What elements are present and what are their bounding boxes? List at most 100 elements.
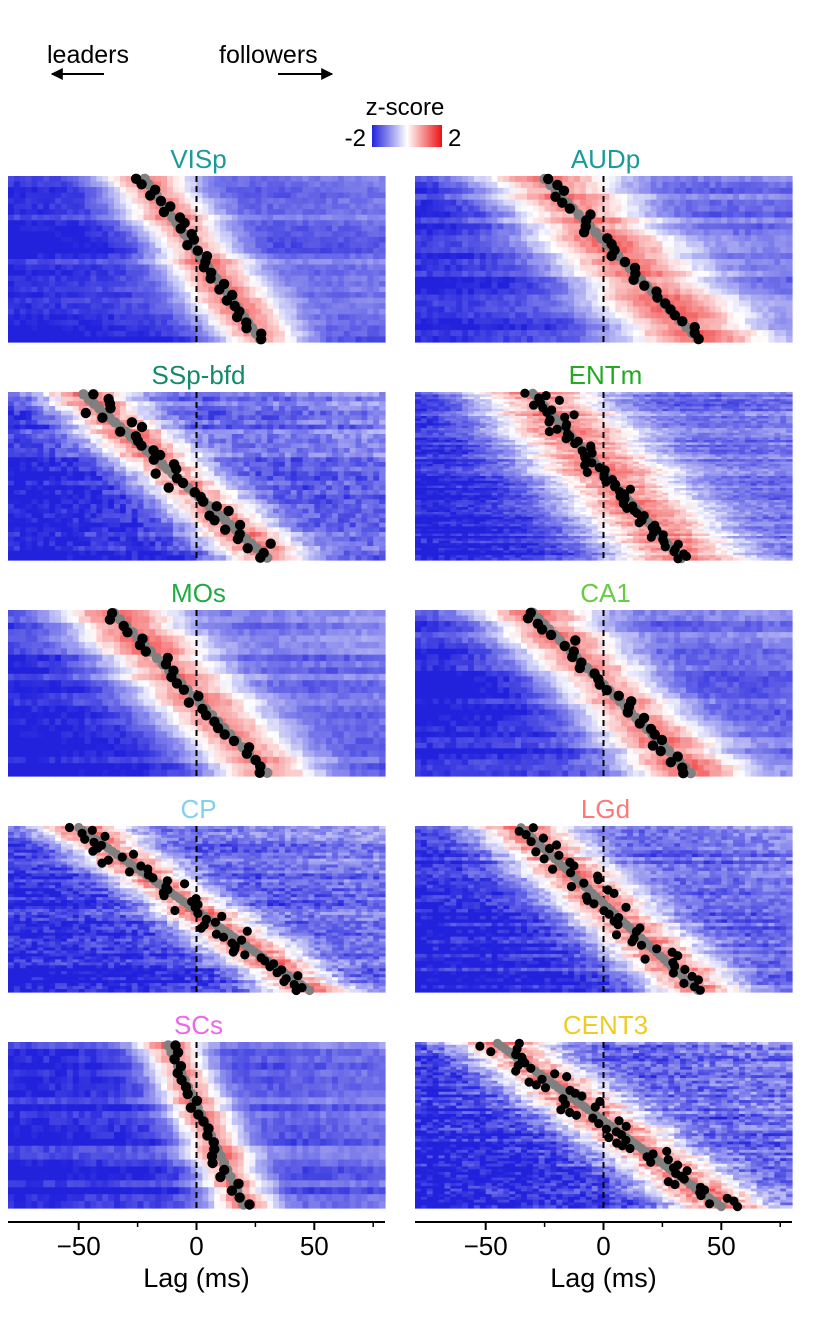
- heatmap-cell: [96, 331, 102, 337]
- heatmap-cell: [509, 182, 515, 189]
- heatmap-cell: [238, 276, 244, 282]
- heatmap-cell: [645, 223, 651, 230]
- heatmap-cell: [786, 206, 792, 213]
- heatmap-cell: [768, 312, 774, 319]
- heatmap-cell: [568, 295, 574, 302]
- heatmap-cell: [774, 259, 780, 266]
- heatmap-cell: [332, 242, 338, 248]
- heatmap-cell: [474, 241, 480, 248]
- heatmap-cell: [674, 176, 680, 183]
- heatmap-cell: [421, 182, 427, 189]
- heatmap-cell: [267, 298, 273, 304]
- heatmap-cell: [550, 253, 556, 260]
- heatmap-cell: [674, 295, 680, 302]
- heatmap-cell: [250, 270, 256, 276]
- heatmap-cell: [550, 312, 556, 319]
- heatmap-cell: [692, 200, 698, 207]
- heatmap-cell: [244, 336, 250, 342]
- heatmap-cell: [285, 303, 291, 309]
- heatmap-cell: [155, 303, 161, 309]
- heatmap-cell: [143, 401, 149, 406]
- heatmap-cell: [114, 187, 120, 193]
- heatmap-cell: [73, 231, 79, 237]
- heatmap-cell: [161, 439, 167, 444]
- heatmap-cell: [49, 429, 55, 434]
- heatmap-cell: [320, 259, 326, 265]
- heatmap-cell: [149, 215, 155, 221]
- heatmap-cell: [774, 241, 780, 248]
- heatmap-cell: [379, 453, 385, 458]
- heatmap-cell: [332, 397, 338, 402]
- heatmap-cell: [361, 204, 367, 210]
- heatmap-cell: [167, 303, 173, 309]
- heatmap-cell: [49, 242, 55, 248]
- heatmap-cell: [415, 182, 421, 189]
- heatmap-cell: [456, 259, 462, 266]
- heatmap-cell: [657, 277, 663, 284]
- heatmap-cell: [320, 298, 326, 304]
- heatmap-cell: [786, 194, 792, 201]
- heatmap-cell: [173, 248, 179, 254]
- heatmap-cell: [244, 303, 250, 309]
- heatmap-cell: [208, 215, 214, 221]
- heatmap-cell: [32, 204, 38, 210]
- heatmap-cell: [55, 331, 61, 337]
- heatmap-cell: [492, 253, 498, 260]
- heatmap-cell: [568, 283, 574, 290]
- heatmap-cell: [356, 453, 362, 458]
- heatmap-cell: [149, 292, 155, 298]
- heatmap-cell: [621, 318, 627, 325]
- heatmap-cell: [167, 237, 173, 243]
- heatmap-cell: [521, 271, 527, 278]
- heatmap-cell: [32, 215, 38, 221]
- heatmap-cell: [67, 457, 73, 462]
- heatmap-cell: [586, 271, 592, 278]
- heatmap-cell: [450, 241, 456, 248]
- heatmap-cell: [474, 318, 480, 325]
- heatmap-cell: [774, 265, 780, 272]
- heatmap-cell: [444, 318, 450, 325]
- observed-peak-dot: [156, 196, 166, 206]
- heatmap-cell: [361, 397, 367, 402]
- heatmap-cell: [710, 301, 716, 308]
- heatmap-cell: [85, 204, 91, 210]
- heatmap-cell: [85, 325, 91, 331]
- heatmap-cell: [450, 277, 456, 284]
- heatmap-cell: [108, 237, 114, 243]
- heatmap-cell: [179, 434, 185, 439]
- heatmap-cell: [297, 276, 303, 282]
- heatmap-cell: [291, 276, 297, 282]
- heatmap-cell: [668, 182, 674, 189]
- heatmap-cell: [751, 235, 757, 242]
- heatmap-cell: [492, 206, 498, 213]
- heatmap-cell: [132, 411, 138, 416]
- heatmap-cell: [32, 270, 38, 276]
- heatmap-cell: [32, 457, 38, 462]
- heatmap-cell: [704, 176, 710, 183]
- heatmap-cell: [609, 206, 615, 213]
- heatmap-cell: [202, 425, 208, 430]
- heatmap-cell: [533, 265, 539, 272]
- heatmap-cell: [20, 429, 26, 434]
- heatmap-cell: [780, 223, 786, 230]
- heatmap-cell: [126, 259, 132, 265]
- heatmap-cell: [73, 453, 79, 458]
- heatmap-cell: [763, 253, 769, 260]
- heatmap-cell: [14, 336, 20, 342]
- heatmap-cell: [768, 259, 774, 266]
- heatmap-cell: [26, 187, 32, 193]
- heatmap-cell: [450, 259, 456, 266]
- heatmap-cell: [698, 283, 704, 290]
- heatmap-cell: [49, 265, 55, 271]
- heatmap-cell: [173, 325, 179, 331]
- heatmap-cell: [26, 193, 32, 199]
- heatmap-cell: [763, 265, 769, 272]
- heatmap-cell: [126, 336, 132, 342]
- heatmap-cell: [444, 223, 450, 230]
- heatmap-cell: [214, 187, 220, 193]
- heatmap-cell: [238, 434, 244, 439]
- heatmap-cell: [715, 312, 721, 319]
- heatmap-cell: [26, 471, 32, 476]
- heatmap-cell: [149, 231, 155, 237]
- heatmap-cell: [73, 259, 79, 265]
